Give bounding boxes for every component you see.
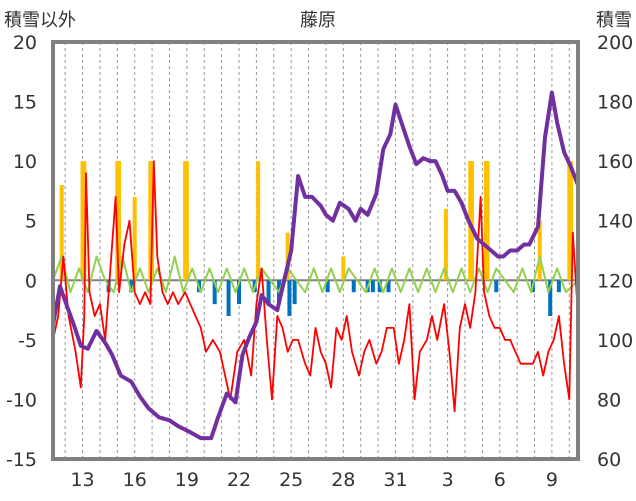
x-tick-label: 9 <box>546 469 558 491</box>
blue_bars-bar <box>226 280 231 317</box>
orange_bars-bar <box>341 256 346 281</box>
right-tick-label: 140 <box>597 211 633 233</box>
blue_bars-bar <box>266 280 271 305</box>
orange_bars-bar <box>117 161 122 281</box>
right-tick-label: 100 <box>597 330 633 352</box>
blue_bars-bar <box>212 280 217 305</box>
blue_bars-bar <box>237 280 242 305</box>
left-tick-label: -5 <box>18 330 37 352</box>
orange_bars-bar <box>132 196 137 281</box>
red_series-line <box>52 160 579 413</box>
x-tick-label: 22 <box>227 469 251 491</box>
left-tick-label: 5 <box>25 211 37 233</box>
orange_bars-bar <box>82 161 87 281</box>
right-tick-label: 160 <box>597 151 633 173</box>
x-tick-label: 31 <box>383 469 407 491</box>
orange_bars-bar <box>59 184 64 281</box>
right-tick-label: 200 <box>597 32 633 54</box>
blue_bars-bar <box>325 280 330 293</box>
bars-layer <box>59 161 574 317</box>
lines-layer <box>51 90 580 441</box>
right-axis-title: 積雪 <box>596 10 632 31</box>
blue_bars-bar <box>129 280 134 293</box>
x-tick-label: 3 <box>442 469 454 491</box>
x-tick-label: 28 <box>331 469 355 491</box>
plot-frame <box>51 40 580 461</box>
chart-title: 藤原 <box>300 10 336 31</box>
x-axis-ticks: 13 16 19 22 25 28 31 3 6 9 <box>70 469 558 491</box>
blue_bars-bar <box>287 280 292 317</box>
right-tick-label: 180 <box>597 92 633 114</box>
orange_bars-bar <box>184 161 189 281</box>
left-tick-label: 15 <box>13 92 37 114</box>
x-tick-label: 19 <box>175 469 199 491</box>
x-tick-label: 6 <box>494 469 506 491</box>
right-tick-label: 120 <box>597 270 633 292</box>
orange_bars-bar <box>285 232 290 281</box>
left-tick-label: 0 <box>25 270 37 292</box>
right-tick-label: 80 <box>597 389 621 411</box>
left-tick-label: 20 <box>13 32 37 54</box>
orange_bars-bar <box>569 161 574 281</box>
orange_bars-bar <box>537 220 542 281</box>
right-tick-label: 60 <box>597 449 621 471</box>
blue_bars-bar <box>377 280 382 293</box>
blue_bars-bar <box>292 280 297 305</box>
right-axis-ticks: 60 80 100 120 140 160 180 200 <box>597 32 633 471</box>
orange_bars-bar <box>485 161 490 281</box>
blue_bars-bar <box>556 280 561 293</box>
left-tick-label: -15 <box>6 449 37 471</box>
left-tick-label: -10 <box>6 389 37 411</box>
x-tick-label: 25 <box>279 469 303 491</box>
green_series-line <box>52 255 579 294</box>
x-tick-label: 16 <box>123 469 147 491</box>
left-axis-ticks: -15 -10 -5 0 5 10 15 20 <box>6 32 37 471</box>
snow_depth-line <box>51 90 580 441</box>
left-axis-title: 積雪以外 <box>4 10 76 31</box>
blue_bars-bar <box>494 280 499 293</box>
blue_bars-bar <box>351 280 356 293</box>
blue_bars-bar <box>548 280 553 317</box>
left-tick-label: 10 <box>13 151 37 173</box>
orange_bars-bar <box>469 161 474 281</box>
orange_bars-bar <box>443 208 448 281</box>
x-tick-label: 13 <box>70 469 94 491</box>
orange_bars-bar <box>256 161 261 281</box>
blue_bars-bar <box>370 280 375 293</box>
blue_bars-bar <box>386 280 391 293</box>
